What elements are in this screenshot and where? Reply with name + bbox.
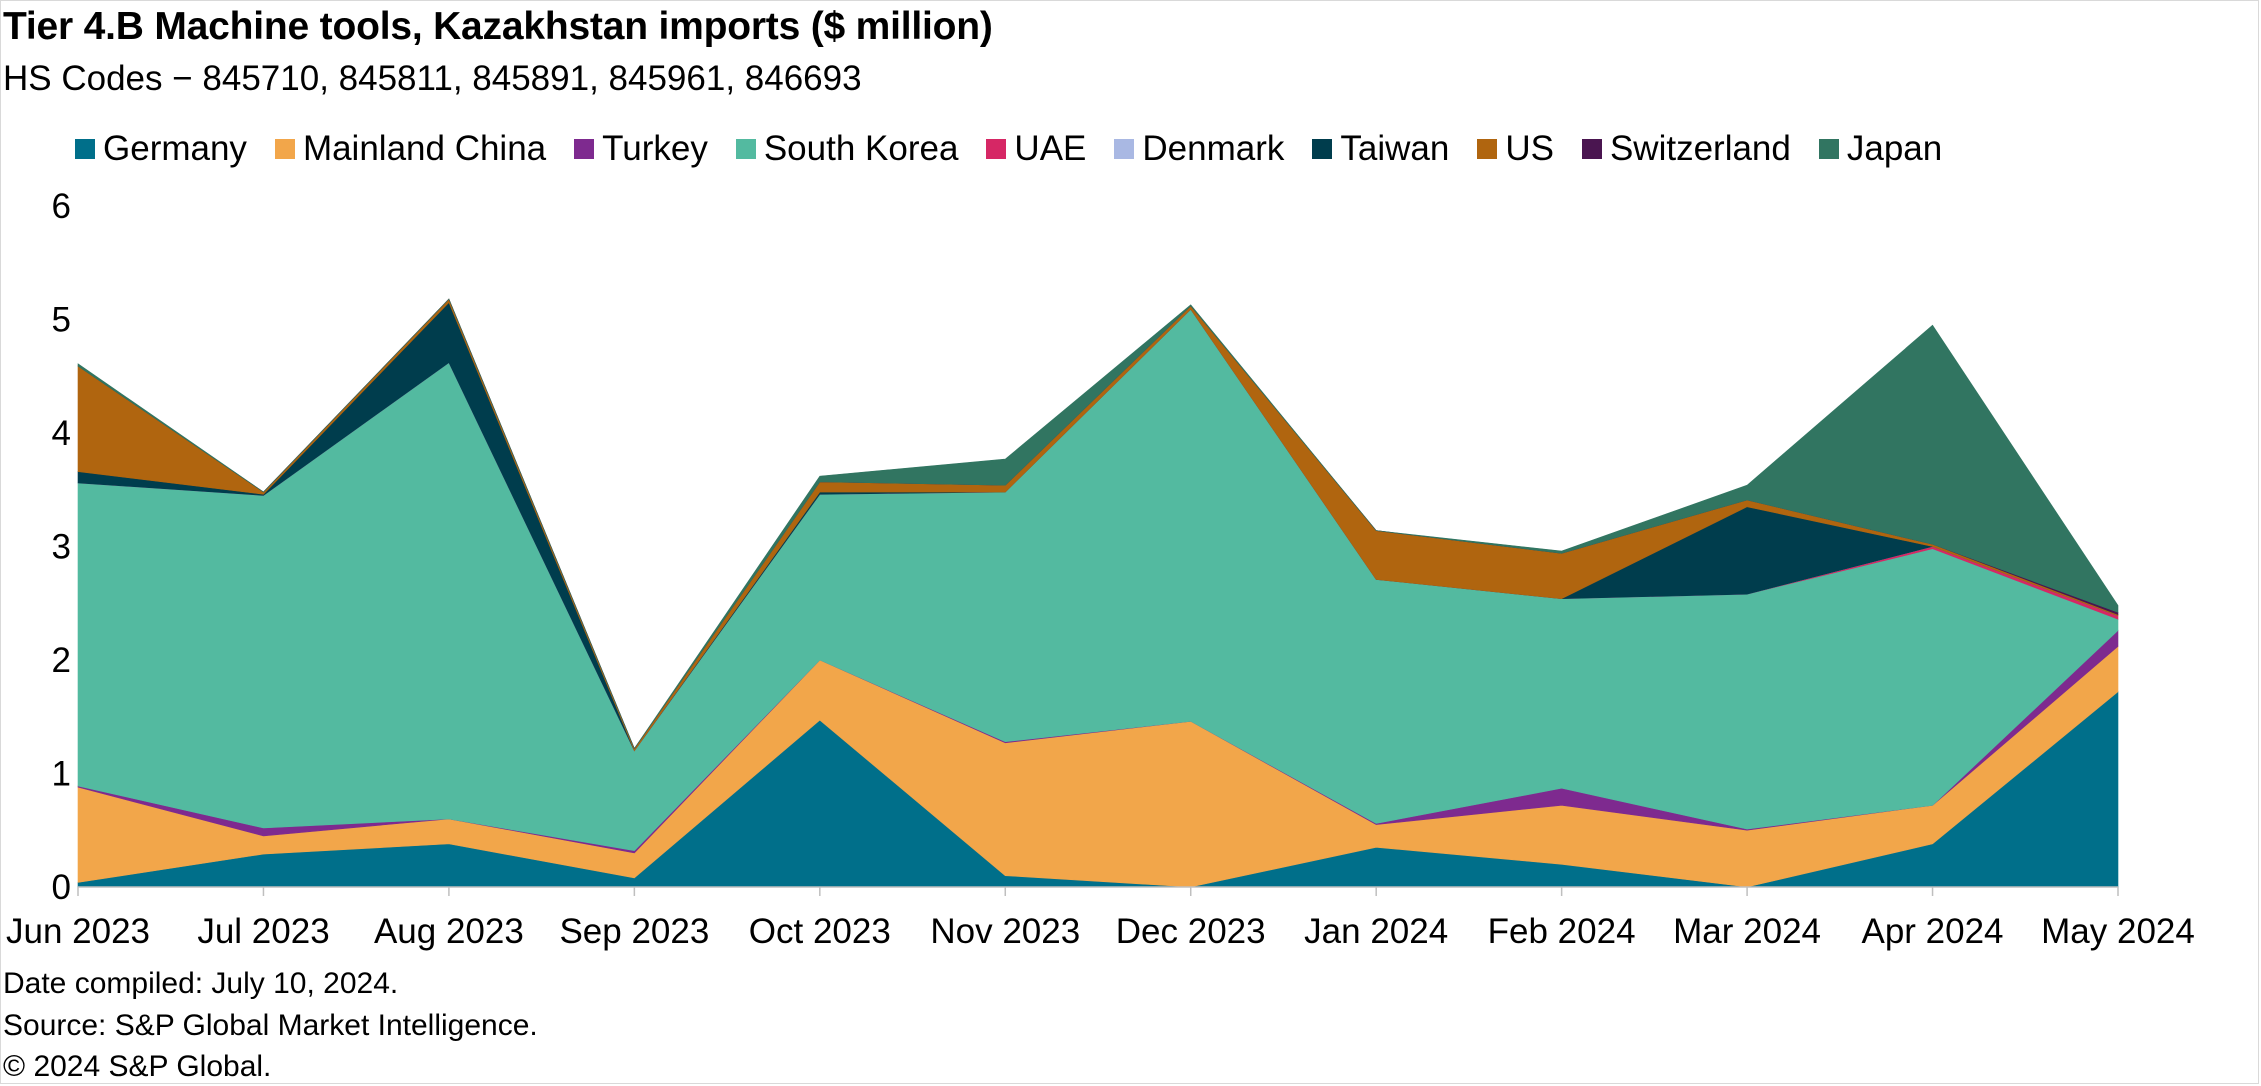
- legend-label: Switzerland: [1609, 129, 1791, 168]
- legend-item-mainland-china: Mainland China: [274, 129, 547, 169]
- legend-item-germany: Germany: [75, 129, 247, 169]
- y-axis: 0 1 2 3 4 5 6: [52, 187, 71, 907]
- x-tick-label: Dec 2023: [1116, 912, 1266, 951]
- x-tick-label: Nov 2023: [930, 912, 1080, 951]
- legend-label: Denmark: [1142, 129, 1285, 168]
- series-areas: [77, 298, 2119, 888]
- legend-item-turkey: Turkey: [574, 129, 708, 169]
- date-compiled: Date compiled: July 10, 2024.: [3, 967, 399, 1000]
- legend-swatch: [1312, 139, 1333, 159]
- x-axis: Jun 2023 Jul 2023 Aug 2023 Sep 2023 Oct 2023…: [6, 886, 2195, 951]
- legend-item-switzerland: Switzerland: [1581, 129, 1791, 169]
- x-tick-label: Mar 2024: [1673, 912, 1821, 951]
- legend-swatch: [986, 139, 1007, 159]
- x-tick-label: Feb 2024: [1488, 912, 1636, 951]
- legend-swatch: [75, 139, 95, 159]
- legend-swatch: [1477, 139, 1498, 159]
- y-tick-label: 4: [52, 414, 71, 453]
- chart-legend: Germany Mainland China Turkey South Korea UA…: [75, 129, 1942, 169]
- legend-label: Germany: [103, 129, 247, 168]
- y-tick-label: 2: [52, 641, 71, 680]
- x-tick-label: Jan 2024: [1304, 912, 1448, 951]
- legend-swatch: [574, 139, 595, 159]
- legend-item-uae: UAE: [986, 129, 1086, 169]
- y-tick-label: 0: [52, 868, 71, 907]
- source-note: Source: S&P Global Market Intelligence.: [3, 1009, 538, 1042]
- legend-item-south-korea: South Korea: [735, 129, 959, 169]
- x-tick-label: Jun 2023: [6, 912, 150, 951]
- chart-title: Tier 4.B Machine tools, Kazakhstan impor…: [3, 5, 993, 48]
- x-tick-label: Apr 2024: [1861, 912, 2003, 951]
- legend-swatch: [735, 139, 756, 159]
- copyright-note: © 2024 S&P Global.: [3, 1050, 272, 1083]
- area-japan: [77, 298, 2119, 750]
- x-tick-label: Oct 2023: [749, 912, 891, 951]
- legend-label: Mainland China: [302, 129, 547, 168]
- legend-label: UAE: [1014, 129, 1087, 168]
- legend-label: South Korea: [763, 129, 959, 168]
- legend-swatch: [274, 139, 295, 159]
- x-tick-label: Aug 2023: [374, 912, 524, 951]
- legend-label: Japan: [1846, 129, 1943, 168]
- legend-item-us: US: [1477, 129, 1554, 169]
- legend-label: US: [1505, 129, 1554, 168]
- x-tick-label: Jul 2023: [197, 912, 329, 951]
- stacked-area-chart: 0 1 2 3 4 5 6 Jun 2023 Jul 2023 Aug 2023 Sep 2023…: [6, 187, 2195, 951]
- legend-item-japan: Japan: [1818, 129, 1943, 169]
- chart-subtitle: HS Codes − 845710, 845811, 845891, 84596…: [3, 59, 862, 98]
- legend-swatch: [1581, 139, 1602, 159]
- y-tick-label: 1: [52, 755, 71, 794]
- legend-label: Turkey: [602, 129, 708, 168]
- legend-swatch: [1114, 139, 1135, 159]
- legend-item-taiwan: Taiwan: [1312, 129, 1449, 169]
- x-tick-label: May 2024: [2041, 912, 2195, 951]
- y-tick-label: 6: [52, 187, 71, 226]
- y-tick-label: 5: [52, 301, 71, 340]
- legend-label: Taiwan: [1340, 129, 1450, 168]
- x-tick-label: Sep 2023: [559, 912, 709, 951]
- legend-swatch: [1818, 139, 1839, 159]
- legend-item-denmark: Denmark: [1114, 129, 1284, 169]
- y-tick-label: 3: [52, 528, 71, 567]
